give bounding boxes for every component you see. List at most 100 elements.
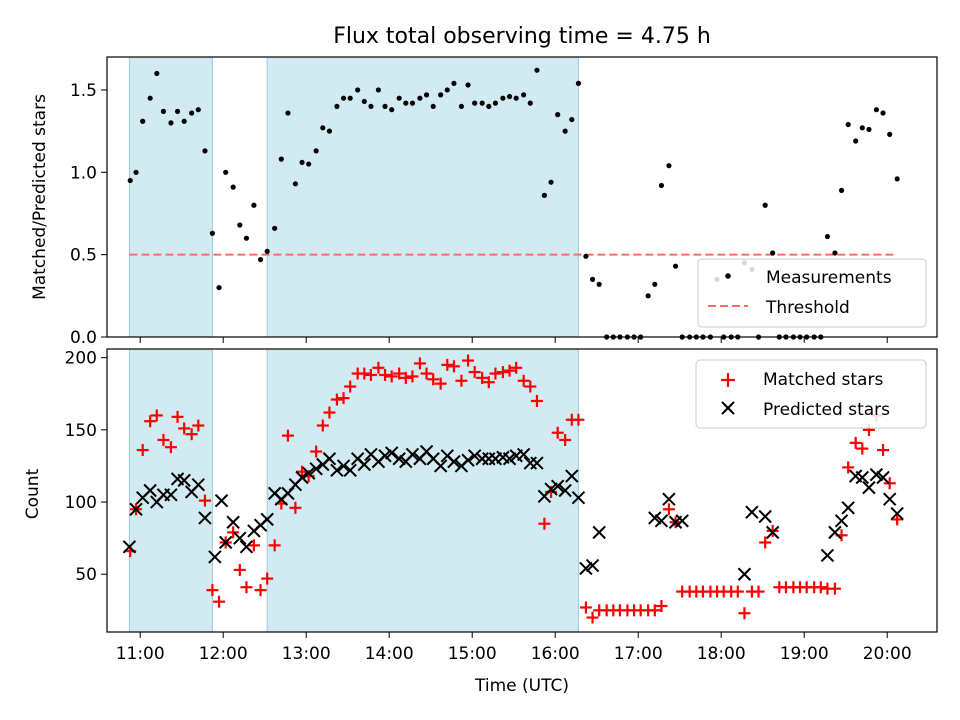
predicted-star-point <box>177 473 191 488</box>
predicted-star-point <box>447 454 461 469</box>
predicted-star-point <box>834 514 849 528</box>
legend-measurements-label: Measurements <box>766 268 892 288</box>
matched-star-point <box>551 426 564 439</box>
measurement-point <box>458 103 465 110</box>
measurement-point <box>272 225 278 231</box>
predicted-star-point <box>571 491 586 505</box>
matched-star-point <box>572 413 585 426</box>
matched-star-point <box>393 367 406 380</box>
measurement-point <box>189 110 195 116</box>
predicted-star-stroke-b <box>392 452 406 466</box>
measurement-point <box>492 100 499 106</box>
predicted-star-stroke-b <box>267 486 282 501</box>
matched-star-point <box>482 376 495 389</box>
predicted-star-point <box>765 525 780 540</box>
measurement-point <box>278 156 284 162</box>
measurement-point <box>513 95 519 101</box>
measurement-point <box>160 108 167 114</box>
predicted-star-stroke-b <box>869 467 884 482</box>
predicted-star-point <box>143 483 157 498</box>
matched-star-point <box>413 357 426 370</box>
predicted-star-point <box>467 449 482 463</box>
predicted-star-stroke-b <box>357 457 372 472</box>
predicted-star-stroke-b <box>544 482 558 496</box>
matched-star-point <box>379 368 392 381</box>
predicted-star-point <box>516 447 531 462</box>
matched-star-point <box>192 419 205 432</box>
matched-star-point <box>891 513 904 526</box>
measurement-point <box>838 187 845 194</box>
matched-star-point <box>406 370 419 383</box>
bottom-plot-frame <box>106 348 938 633</box>
measurement-point <box>521 92 527 98</box>
predicted-star-point <box>214 493 229 508</box>
predicted-star-stroke-b <box>233 531 247 545</box>
matched-star-point <box>268 539 281 552</box>
top-x-tick-marks <box>139 337 888 343</box>
top-shaded-regions <box>128 56 579 338</box>
matched-star-point <box>150 409 163 422</box>
measurement-point <box>257 256 264 263</box>
measurement-point <box>527 100 533 106</box>
matched-star-point <box>206 584 219 597</box>
predicted-star-point <box>164 488 178 502</box>
predicted-star-point <box>122 540 137 554</box>
predicted-star-point <box>585 558 600 573</box>
top-legend: Measurements Threshold <box>697 258 927 328</box>
predicted-star-point <box>579 561 593 576</box>
measurement-point <box>541 192 548 198</box>
matched-star-point <box>247 539 260 552</box>
measurement-point <box>368 103 374 110</box>
predicted-star-stroke-b <box>378 449 392 463</box>
measurement-point <box>845 121 851 128</box>
predicted-star-stroke-b <box>530 456 544 470</box>
predicted-star-stroke-b <box>364 447 378 462</box>
matched-star-point <box>240 581 253 594</box>
measurement-point <box>147 95 153 101</box>
predicted-star-stroke-b <box>571 491 586 505</box>
predicted-star-point <box>357 457 372 472</box>
predicted-star-stroke-b <box>336 459 351 473</box>
measurement-point <box>555 112 561 118</box>
matched-star-point <box>364 368 377 381</box>
matched-stars-points <box>124 354 904 624</box>
measurement-point <box>859 125 865 131</box>
matched-star-point <box>372 361 385 374</box>
predicted-star-stroke-b <box>426 452 440 466</box>
matched-star-point <box>759 536 772 549</box>
measurement-point <box>202 148 208 154</box>
matched-star-point <box>655 600 668 613</box>
matched-star-point <box>157 433 170 446</box>
predicted-star-point <box>502 452 517 466</box>
measurement-point <box>299 159 305 166</box>
measurement-point <box>472 100 478 106</box>
predicted-star-stroke-b <box>384 446 399 460</box>
predicted-star-point <box>737 567 752 581</box>
bottom-y-tick-label: 200 <box>65 349 97 369</box>
top-y-tick-label: 1.0 <box>70 163 97 183</box>
measurement-point <box>306 161 312 167</box>
measurement-point <box>666 163 672 169</box>
measurement-point <box>451 80 457 86</box>
predicted-star-point <box>544 482 558 496</box>
predicted-star-point <box>208 550 222 564</box>
matched-star-point <box>738 607 751 620</box>
matched-star-point <box>399 371 412 384</box>
predicted-star-stroke-b <box>164 488 178 502</box>
predicted-star-stroke-b <box>343 463 357 477</box>
predicted-star-stroke-b <box>309 462 323 476</box>
measurement-point <box>894 176 900 182</box>
matched-star-point <box>144 415 157 428</box>
predicted-star-stroke-b <box>745 505 759 519</box>
predicted-star-point <box>461 453 475 467</box>
predicted-star-point <box>198 511 212 525</box>
legend-measurements-marker <box>725 273 731 279</box>
matched-star-point <box>877 444 890 457</box>
bottom-legend-box <box>695 359 927 429</box>
predicted-star-point <box>260 512 274 527</box>
predicted-star-stroke-b <box>828 525 842 540</box>
measurement-point <box>645 293 651 299</box>
predicted-star-stroke-b <box>214 493 229 508</box>
measurement-point <box>285 110 291 116</box>
measurement-point <box>292 181 299 187</box>
